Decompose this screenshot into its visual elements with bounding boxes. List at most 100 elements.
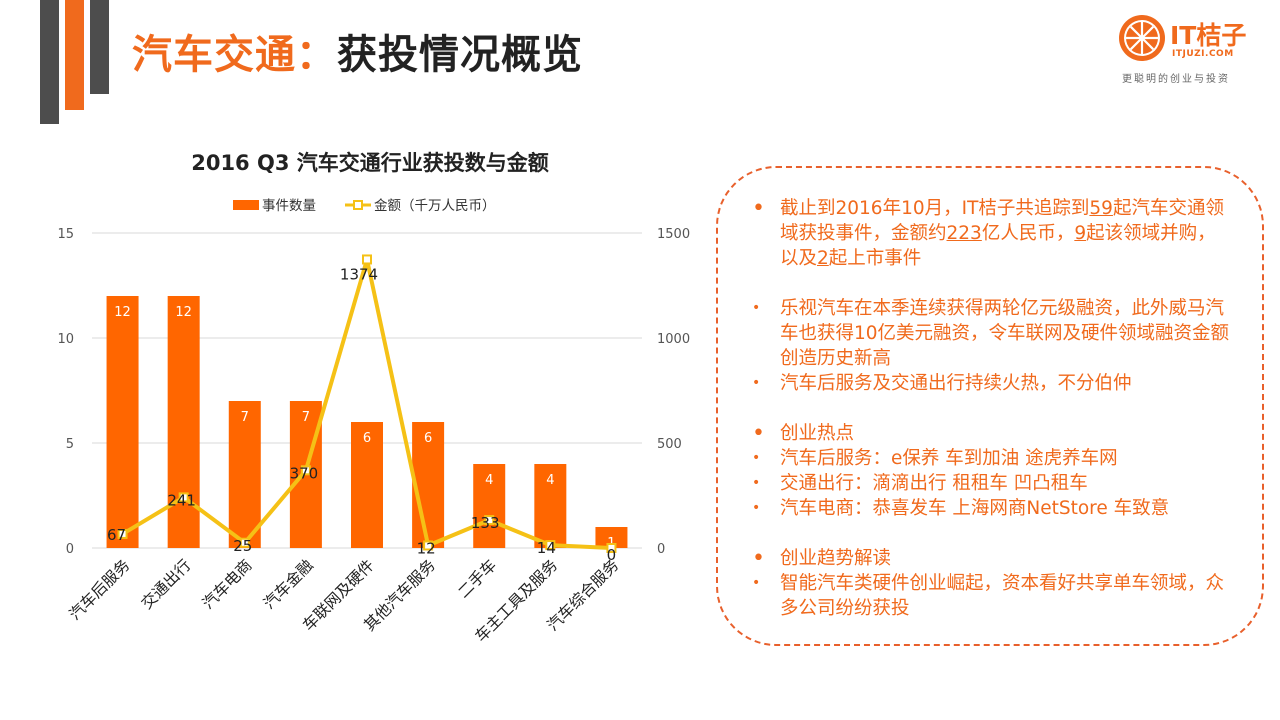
summary-bullet: • 乐视汽车在本季连续获得两轮亿元级融资，此外威马汽车也获得10亿美元融资，令车联… — [750, 296, 1234, 371]
bar — [228, 401, 261, 548]
highlighted-number: 59 — [1089, 198, 1113, 219]
bullet-dot-icon: • — [752, 196, 765, 221]
bar-value-label: 7 — [302, 410, 310, 425]
bar-value-label: 4 — [546, 473, 554, 488]
title-highlight: 汽车交通 — [132, 32, 296, 78]
line-value-label: 133 — [471, 514, 500, 532]
bullet-dot-icon: • — [752, 375, 761, 391]
line-point — [239, 537, 250, 548]
line-point — [117, 528, 128, 539]
bar — [106, 296, 139, 548]
bullet-text: 汽车后服务：e保养 车到加油 途虎养车网 — [780, 448, 1118, 469]
line-point — [606, 543, 617, 553]
bullet-text: 创业热点 — [780, 423, 855, 444]
right-axis-tick-label: 0 — [657, 542, 665, 557]
combo-chart: 2016 Q3 汽车交通行业获投数与金额 事件数量 金额（千万人民币） 0 5 10… — [57, 151, 690, 646]
line-point — [362, 254, 372, 265]
itjuzi-logo: IT桔子 ITJUZI.COM 更聪明的创业与投资 — [1118, 12, 1268, 88]
category-label: 汽车后服务 — [66, 556, 134, 624]
left-axis-tick-label: 15 — [57, 227, 74, 242]
line-value-label: 370 — [290, 464, 319, 482]
summary-bullet: • 创业趋势解读 — [750, 546, 1234, 571]
line-point — [178, 492, 189, 503]
line-value-label: 67 — [107, 526, 126, 544]
line-value-label: 12 — [417, 539, 436, 557]
bullet-dot-icon: • — [752, 546, 765, 571]
line-value-label: 14 — [537, 539, 556, 557]
logo-wordmark: IT桔子 — [1170, 21, 1247, 50]
summary-bullet: • 汽车后服务：e保养 车到加油 途虎养车网 — [750, 446, 1234, 471]
bar-value-label: 7 — [241, 410, 249, 425]
logo-domain: ITJUZI.COM — [1172, 49, 1234, 59]
legend-line-marker — [353, 200, 363, 210]
summary-bullet: • 交通出行：滴滴出行 租租车 凹凸租车 — [750, 471, 1234, 496]
category-label: 二手车 — [454, 556, 500, 602]
right-axis-tick-label: 1000 — [657, 332, 690, 347]
line-value-label: 0 — [607, 546, 617, 564]
bullet-text: 亿人民币， — [981, 223, 1075, 244]
summary-panel: • 截止到2016年10月，IT桔子共追踪到59起汽车交通领域获投事件，金额约22… — [716, 166, 1264, 646]
bullet-text: 交通出行：滴滴出行 租租车 凹凸租车 — [780, 473, 1088, 494]
bullet-text: 汽车电商：恭喜发车 上海网商NetStore 车致意 — [780, 498, 1170, 519]
bullet-dot-icon: • — [752, 500, 761, 516]
line-value-label: 25 — [233, 537, 252, 555]
bullet-dot-icon: • — [752, 421, 765, 446]
bullet-dot-icon: • — [752, 300, 761, 316]
bullet-text: 截止到2016年10月，IT桔子共追踪到 — [780, 198, 1090, 219]
bar — [412, 422, 445, 548]
deco-bar-orange — [65, 0, 84, 110]
bar-value-label: 12 — [175, 305, 192, 320]
bullet-dot-icon: • — [752, 450, 761, 466]
bullet-dot-icon: • — [752, 475, 761, 491]
chart-legend: 事件数量 金额（千万人民币） — [233, 198, 496, 214]
category-label: 交通出行 — [138, 556, 195, 613]
deco-bar-gray-left — [40, 0, 59, 124]
legend-bar-label: 事件数量 — [262, 198, 316, 214]
bar-value-label: 6 — [424, 431, 432, 446]
summary-bullet: • 智能汽车类硬件创业崛起，资本看好共享单车领域，众多公司纷纷获投 — [750, 571, 1234, 621]
left-axis-tick-label: 5 — [66, 437, 74, 452]
bullet-dot-icon: • — [752, 575, 761, 591]
left-axis-tick-label: 0 — [66, 542, 74, 557]
deco-bar-gray-right — [90, 0, 109, 94]
summary-bullet: • 汽车后服务及交通出行持续火热，不分伯仲 — [750, 371, 1234, 396]
orange-slice-icon — [1119, 15, 1165, 61]
bullet-text: 起汽车交通领域获投事件，金额约 — [780, 198, 1224, 244]
bar — [351, 422, 383, 548]
summary-bullet: • 创业热点 — [750, 421, 1234, 446]
bar-value-label: 4 — [485, 473, 493, 488]
line-value-label: 241 — [167, 491, 196, 509]
line-point — [484, 515, 495, 526]
legend-bar-swatch — [233, 200, 259, 210]
legend-line-label: 金额（千万人民币） — [374, 198, 496, 214]
highlighted-number: 223 — [946, 223, 982, 244]
bullet-text: 汽车后服务及交通出行持续火热，不分伯仲 — [780, 373, 1132, 394]
line-point — [545, 540, 556, 551]
line-point — [423, 540, 434, 551]
bar — [595, 527, 628, 548]
highlighted-number: 2 — [817, 248, 829, 269]
bar — [473, 464, 506, 548]
line-point — [300, 465, 311, 476]
bullet-text: 起上市事件 — [828, 248, 922, 269]
logo-tagline: 更聪明的创业与投资 — [1122, 74, 1230, 85]
title-rest: 获投情况概览 — [337, 32, 583, 78]
bullet-text: 创业趋势解读 — [780, 548, 892, 569]
summary-bullet: • 汽车电商：恭喜发车 上海网商NetStore 车致意 — [750, 496, 1234, 521]
bullet-text: 智能汽车类硬件创业崛起，资本看好共享单车领域，众多公司纷纷获投 — [780, 573, 1225, 619]
bar — [167, 296, 200, 548]
line-value-label: 1374 — [340, 265, 378, 283]
bar-value-label: 6 — [363, 431, 371, 446]
bar — [534, 464, 567, 548]
left-axis-tick-label: 10 — [57, 332, 74, 347]
summary-list: • 截止到2016年10月，IT桔子共追踪到59起汽车交通领域获投事件，金额约22… — [750, 196, 1234, 621]
chart-title: 2016 Q3 汽车交通行业获投数与金额 — [191, 151, 549, 175]
right-axis-tick-label: 500 — [657, 437, 682, 452]
page-title: 汽车交通：获投情况概览 — [132, 22, 583, 80]
bullet-text: 起该领域并购，以及 — [780, 223, 1216, 269]
summary-bullet: • 截止到2016年10月，IT桔子共追踪到59起汽车交通领域获投事件，金额约22… — [750, 196, 1234, 271]
category-label: 汽车电商 — [199, 556, 256, 613]
title-separator: ： — [296, 32, 337, 78]
bar-value-label: 12 — [114, 305, 131, 320]
category-label: 汽车金融 — [260, 556, 317, 613]
